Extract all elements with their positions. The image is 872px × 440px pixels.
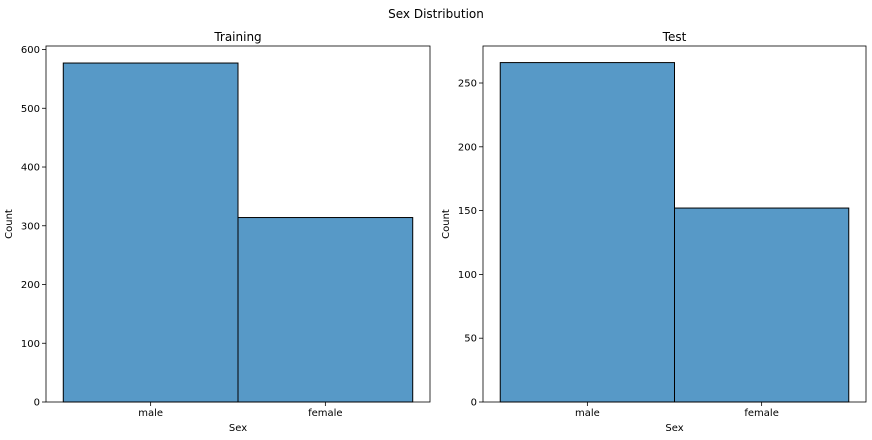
y-axis-label: Count: [4, 209, 15, 239]
x-axis-label: Sex: [665, 423, 683, 434]
x-tick-label-male: male: [575, 408, 600, 419]
y-tick-label: 100: [458, 270, 477, 281]
chart-title: Training: [213, 30, 261, 44]
x-tick-label-male: male: [138, 408, 163, 419]
x-tick-label-female: female: [744, 408, 778, 419]
y-tick-label: 200: [458, 142, 477, 153]
y-tick-label: 600: [21, 45, 40, 56]
bar-female: [674, 207, 850, 403]
x-tick-label-female: female: [308, 408, 342, 419]
y-tick-label: 0: [471, 398, 477, 409]
bar-male: [62, 62, 239, 403]
y-tick-label: 400: [21, 163, 40, 174]
y-axis-label: Count: [441, 209, 452, 239]
training-chart-panel: Training male female 0 100 200 300 400 500 600 Sex…: [4, 30, 431, 434]
y-tick-label: 250: [458, 79, 477, 90]
y-tick-label: 0: [34, 398, 40, 409]
y-tick-label: 500: [21, 104, 40, 115]
axes-frame: [45, 45, 431, 403]
y-tick-label: 50: [464, 334, 477, 345]
test-chart-panel: Test male female 0 50 100 150 200 250 Sex Count: [441, 30, 867, 434]
chart-title: Test: [662, 30, 687, 44]
x-axis-label: Sex: [229, 423, 247, 434]
y-tick-label: 150: [458, 206, 477, 217]
figure-suptitle: Sex Distribution: [388, 7, 484, 21]
y-tick-label: 100: [21, 339, 40, 350]
bar-male: [499, 62, 675, 403]
bar-female: [237, 217, 414, 403]
y-tick-label: 300: [21, 221, 40, 232]
y-tick-label: 200: [21, 280, 40, 291]
axes-frame: [482, 45, 867, 403]
